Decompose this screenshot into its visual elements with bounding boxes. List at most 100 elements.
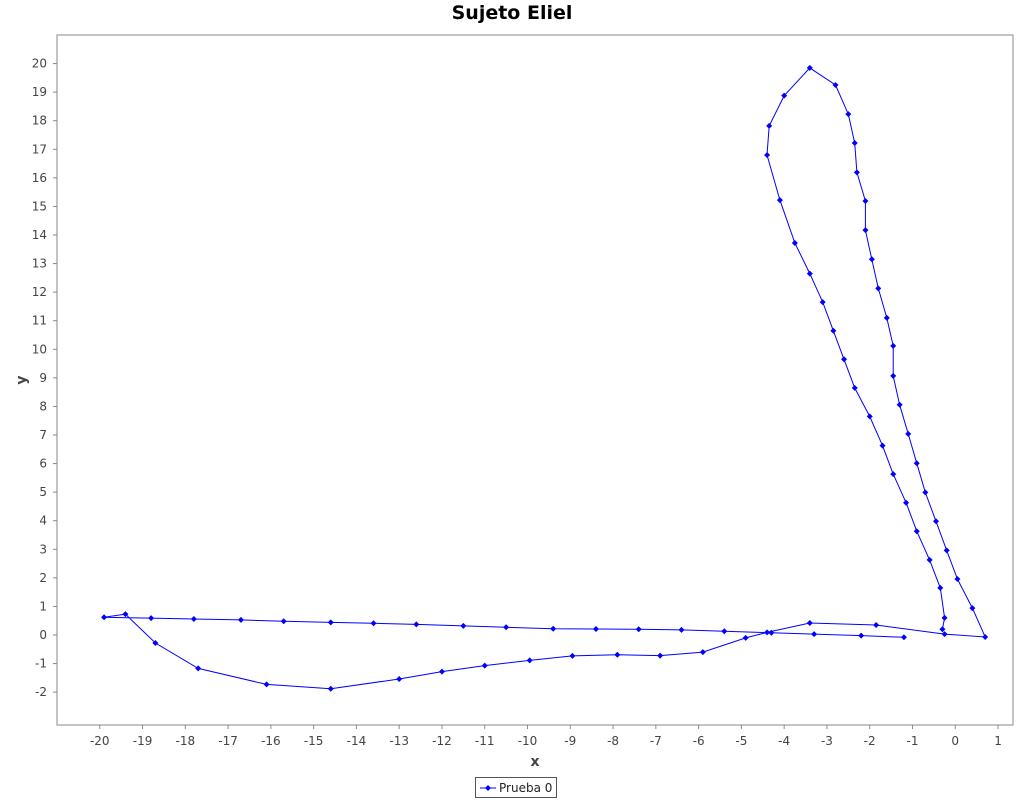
data-point (845, 111, 852, 118)
y-tick-label: 16 (32, 171, 47, 185)
data-point (614, 651, 621, 658)
x-tick-label: -15 (304, 734, 324, 748)
data-point (438, 668, 445, 675)
data-point (678, 626, 685, 633)
y-tick-label: 11 (32, 314, 47, 328)
data-point (868, 256, 875, 263)
y-tick-label: 4 (39, 514, 47, 528)
legend: Prueba 0 (475, 777, 558, 798)
data-point (101, 614, 108, 621)
data-point (413, 621, 420, 628)
y-tick-label: -2 (35, 685, 47, 699)
data-point (922, 489, 929, 496)
data-point (742, 634, 749, 641)
data-point (832, 82, 839, 88)
y-tick-label: 17 (32, 142, 47, 156)
data-point (806, 270, 813, 277)
y-tick-label: 19 (32, 85, 47, 99)
data-point (875, 285, 882, 292)
data-point (939, 626, 946, 633)
data-point (122, 611, 129, 618)
data-point (550, 625, 557, 632)
y-tick-label: 1 (39, 599, 47, 613)
x-tick-label: -12 (432, 734, 452, 748)
data-point (933, 518, 940, 525)
x-tick-label: -4 (778, 734, 790, 748)
data-point (883, 314, 890, 321)
data-point (890, 471, 897, 478)
data-point (941, 631, 948, 638)
data-point (327, 619, 334, 626)
data-point (896, 401, 903, 408)
y-tick-label: 13 (32, 257, 47, 271)
data-point (862, 198, 869, 204)
data-point (858, 632, 865, 639)
y-tick-label: 0 (39, 628, 47, 642)
y-tick-label: 8 (39, 399, 47, 413)
data-point (853, 169, 860, 176)
y-tick-label: 2 (39, 571, 47, 585)
data-point (396, 676, 403, 682)
x-tick-label: -6 (693, 734, 705, 748)
x-tick-label: -10 (518, 734, 538, 748)
data-point (913, 528, 920, 535)
x-tick-label: -13 (389, 734, 409, 748)
data-point (791, 240, 798, 246)
data-point (569, 652, 576, 659)
x-tick-label: -14 (347, 734, 367, 748)
data-point (776, 197, 783, 204)
data-point (699, 649, 706, 656)
data-point (195, 665, 202, 672)
data-point (941, 614, 948, 621)
y-tick-label: 5 (39, 485, 47, 499)
data-point (811, 631, 818, 638)
x-tick-label: -1 (906, 734, 918, 748)
x-tick-label: -18 (176, 734, 196, 748)
data-point (969, 605, 976, 612)
data-point (841, 356, 848, 363)
y-tick-label: 7 (39, 428, 47, 442)
x-axis: -20 -19 -18 -17 -16 -15 -14 -13 -12 -11 -10 -9 -8 -7-… (90, 725, 1002, 748)
data-point (866, 413, 873, 420)
y-tick-label: 20 (32, 57, 47, 71)
x-tick-label: -19 (133, 734, 153, 748)
data-point (460, 622, 467, 629)
data-point (830, 327, 837, 334)
data-point (592, 626, 599, 632)
x-tick-label: -8 (607, 734, 619, 748)
data-point (280, 618, 287, 625)
x-tick-label: -20 (90, 734, 110, 748)
data-point (954, 576, 961, 582)
data-point (370, 620, 377, 627)
y-tick-label: 18 (32, 114, 47, 128)
data-point (148, 615, 155, 622)
x-tick-label: -5 (735, 734, 747, 748)
data-point (819, 299, 826, 306)
chart-title: Sujeto Eliel (451, 2, 573, 24)
data-point (263, 681, 270, 688)
x-tick-label: -7 (650, 734, 662, 748)
data-point (873, 622, 880, 628)
data-point (862, 227, 869, 234)
data-point (721, 628, 728, 635)
data-point (657, 652, 664, 659)
y-tick-label: 15 (32, 199, 47, 213)
data-point (635, 626, 642, 633)
y-tick-label: 9 (39, 371, 47, 385)
plot-area (56, 34, 1014, 726)
data-point (503, 624, 510, 631)
x-axis-label: x (530, 754, 539, 770)
y-tick-label: 3 (39, 542, 47, 556)
y-axis-label: y (14, 375, 30, 384)
data-point (905, 430, 912, 437)
data-point (806, 64, 813, 71)
data-point (526, 657, 533, 664)
y-tick-label: 12 (32, 285, 47, 299)
data-point (890, 372, 897, 379)
x-tick-label: -11 (475, 734, 495, 748)
data-point (943, 547, 950, 554)
data-point (890, 342, 897, 349)
x-tick-label: -16 (261, 734, 281, 748)
